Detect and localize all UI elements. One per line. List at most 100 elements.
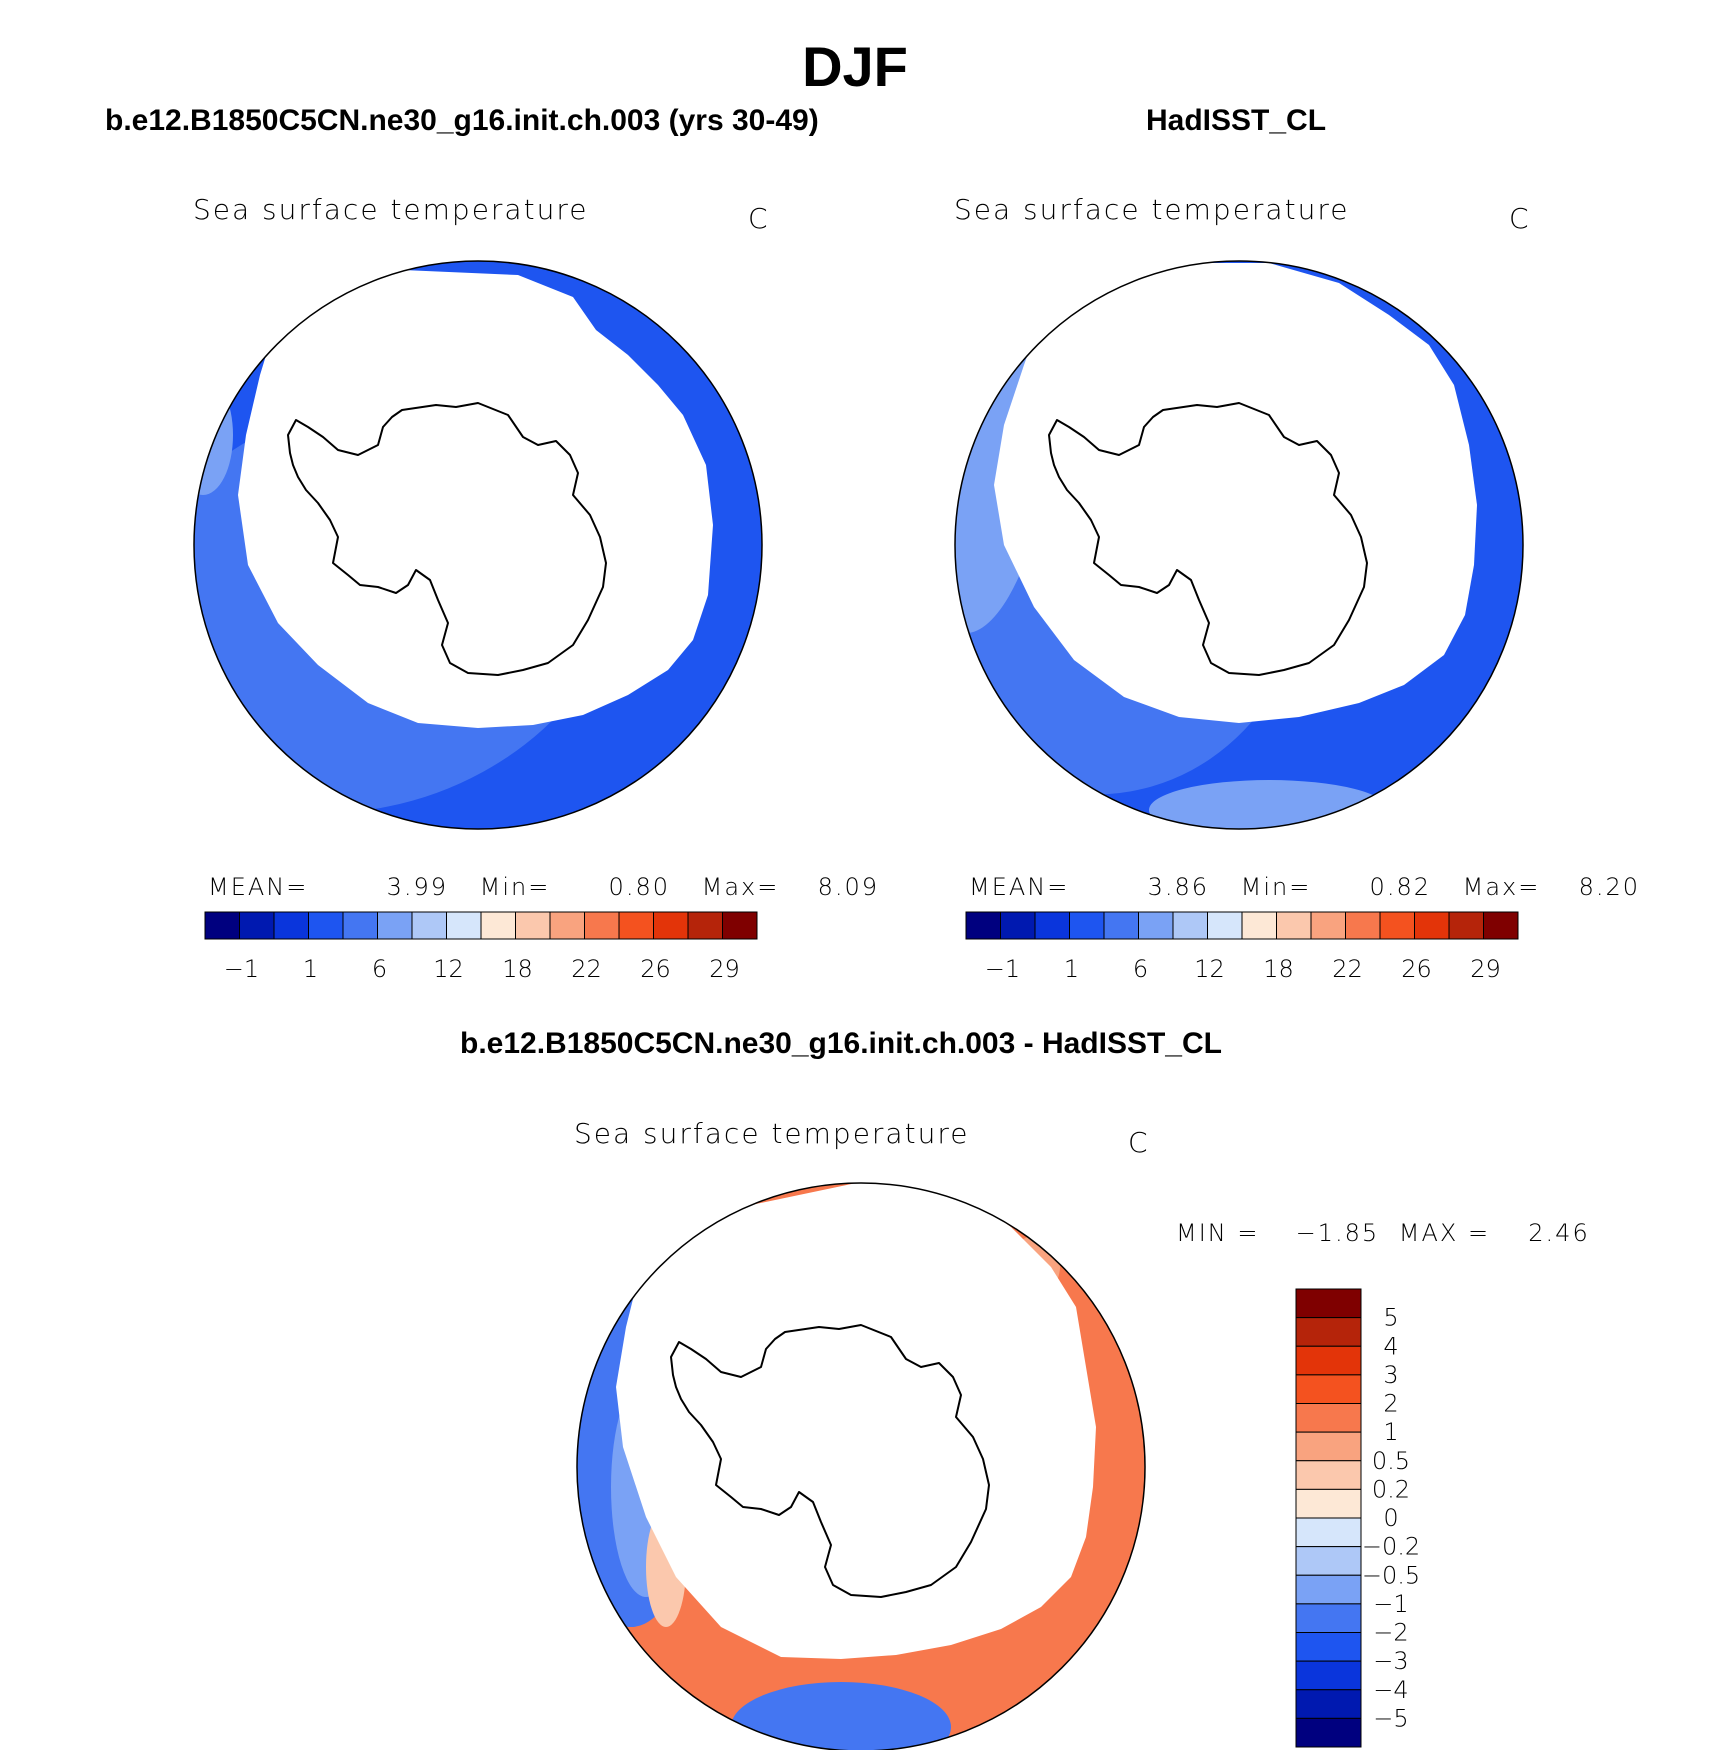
mean-label: MEAN= bbox=[969, 873, 1070, 901]
colorbar-tick-label: 0.2 bbox=[1372, 1475, 1410, 1503]
map-fill-layer bbox=[194, 261, 762, 829]
colorbar-tick-label: 26 bbox=[1401, 955, 1432, 983]
panel-1-units: C bbox=[748, 202, 770, 235]
antarctica-coastline bbox=[670, 1324, 990, 1598]
panel-2-case-title: HadISST_CL bbox=[1146, 104, 1327, 137]
panel-1-case-title: b.e12.B1850C5CN.ne30_g16.init.ch.003 (yr… bbox=[105, 104, 819, 137]
colorbar-box bbox=[1295, 1374, 1362, 1404]
max-value: 8.09 bbox=[817, 873, 879, 901]
colorbar-box bbox=[515, 911, 551, 940]
min-label: MIN = bbox=[1176, 1219, 1260, 1247]
colorbar-box bbox=[1295, 1345, 1362, 1376]
colorbar-tick-label: 18 bbox=[1263, 955, 1294, 983]
panel-3-units: C bbox=[1128, 1126, 1150, 1159]
panel-2-stats: MEAN= 3.86 Min= 0.82 Max= 8.20 bbox=[969, 873, 1640, 901]
colorbar-box bbox=[687, 911, 723, 940]
colorbar-box bbox=[584, 911, 620, 940]
colorbar-box bbox=[1207, 911, 1243, 940]
colorbar-box bbox=[342, 911, 378, 940]
colorbar-box bbox=[1000, 911, 1036, 940]
colorbar-tick-label: 22 bbox=[1332, 955, 1363, 983]
max-value: 2.46 bbox=[1528, 1219, 1590, 1247]
colorbar-tick-label: −5 bbox=[1373, 1704, 1408, 1732]
colorbar-box bbox=[549, 911, 585, 940]
colorbar-tick-label: 2 bbox=[1383, 1390, 1398, 1418]
colorbar-box bbox=[308, 911, 344, 940]
colorbar-box bbox=[1295, 1431, 1362, 1462]
colorbar-tick-label: 4 bbox=[1383, 1332, 1398, 1360]
colorbar-box bbox=[1034, 911, 1070, 940]
colorbar-tick-label: −1 bbox=[1373, 1590, 1408, 1618]
colorbar-box bbox=[273, 911, 309, 940]
colorbar-tick-label: 0 bbox=[1383, 1504, 1398, 1532]
colorbar-box bbox=[1295, 1488, 1362, 1519]
colorbar-tick-label: 6 bbox=[372, 955, 387, 983]
colorbar-tick-label: 18 bbox=[502, 955, 533, 983]
colorbar-box bbox=[1295, 1603, 1362, 1633]
sea-ice-mask bbox=[994, 263, 1477, 723]
colorbar-box bbox=[377, 911, 413, 940]
panel-2-variable-title: Sea surface temperature bbox=[954, 193, 1350, 226]
sea-ice-mask bbox=[616, 1183, 1096, 1659]
panel-3-variable-title: Sea surface temperature bbox=[574, 1117, 970, 1150]
panel-1-variable-title: Sea surface temperature bbox=[193, 193, 589, 226]
colorbar-box bbox=[1295, 1717, 1362, 1748]
antarctica-coastline bbox=[287, 402, 607, 676]
colorbar-box bbox=[1172, 911, 1208, 940]
map-fill-layer bbox=[577, 1183, 1145, 1750]
figure-title: DJF bbox=[802, 35, 908, 98]
panel-2-units: C bbox=[1509, 202, 1531, 235]
mean-value: 3.99 bbox=[386, 873, 448, 901]
colorbar-tick-label: 1 bbox=[1064, 955, 1079, 983]
colorbar-box bbox=[722, 911, 758, 940]
colorbar-box bbox=[1276, 911, 1312, 940]
colorbar-box bbox=[1295, 1460, 1362, 1490]
colorbar-box bbox=[1103, 911, 1139, 940]
map-fill-layer bbox=[955, 261, 1523, 829]
colorbar-tick-label: −2 bbox=[1373, 1619, 1408, 1647]
sea-ice-mask bbox=[238, 270, 713, 728]
max-value: 8.20 bbox=[1578, 873, 1640, 901]
mean-value: 3.86 bbox=[1147, 873, 1209, 901]
colorbar-tick-label: −3 bbox=[1373, 1647, 1408, 1675]
min-label: Min= bbox=[479, 873, 551, 901]
panel-2-colorbar: −1 1 6 12 18 22 26 29 bbox=[965, 911, 1519, 983]
colorbar-box bbox=[1414, 911, 1450, 940]
panel-1-map bbox=[193, 260, 763, 830]
colorbar-tick-label: 6 bbox=[1133, 955, 1148, 983]
max-label: Max= bbox=[701, 873, 780, 901]
colorbar-box bbox=[1295, 1317, 1362, 1347]
colorbar-box bbox=[1295, 1546, 1362, 1576]
antarctica-coastline bbox=[1048, 402, 1368, 676]
panel-1-stats: MEAN= 3.99 Min= 0.80 Max= 8.09 bbox=[208, 873, 879, 901]
map-boundary-circle bbox=[954, 260, 1524, 830]
colorbar-box bbox=[1448, 911, 1484, 940]
colorbar-box bbox=[239, 911, 275, 940]
colorbar-tick-label: −1 bbox=[224, 955, 259, 983]
colorbar-box bbox=[1295, 1574, 1362, 1605]
colorbar-box bbox=[1295, 1517, 1362, 1548]
colorbar-tick-label: 29 bbox=[709, 955, 740, 983]
colorbar-box bbox=[446, 911, 482, 940]
colorbar-tick-label: −4 bbox=[1373, 1676, 1408, 1704]
colorbar-box bbox=[1310, 911, 1346, 940]
min-value: 0.80 bbox=[608, 873, 670, 901]
colorbar-box bbox=[1379, 911, 1415, 940]
panel-3-case-title: b.e12.B1850C5CN.ne30_g16.init.ch.003 - H… bbox=[460, 1027, 1222, 1060]
colorbar-tick-label: −1 bbox=[985, 955, 1020, 983]
colorbar-tick-label: 12 bbox=[1194, 955, 1225, 983]
colorbar-box bbox=[204, 911, 240, 940]
colorbar-box bbox=[1241, 911, 1277, 940]
colorbar-tick-label: 5 bbox=[1383, 1304, 1398, 1332]
mean-label: MEAN= bbox=[208, 873, 309, 901]
max-label: Max= bbox=[1462, 873, 1541, 901]
panel-3-stats: MIN = −1.85 MAX = 2.46 bbox=[1176, 1219, 1590, 1247]
map-boundary-circle bbox=[576, 1182, 1146, 1750]
colorbar-tick-label: 0.5 bbox=[1372, 1447, 1410, 1475]
colorbar-tick-label: −0.5 bbox=[1362, 1561, 1420, 1589]
colorbar-tick-label: 1 bbox=[303, 955, 318, 983]
colorbar-box bbox=[1295, 1660, 1362, 1691]
colorbar-box bbox=[1295, 1632, 1362, 1662]
